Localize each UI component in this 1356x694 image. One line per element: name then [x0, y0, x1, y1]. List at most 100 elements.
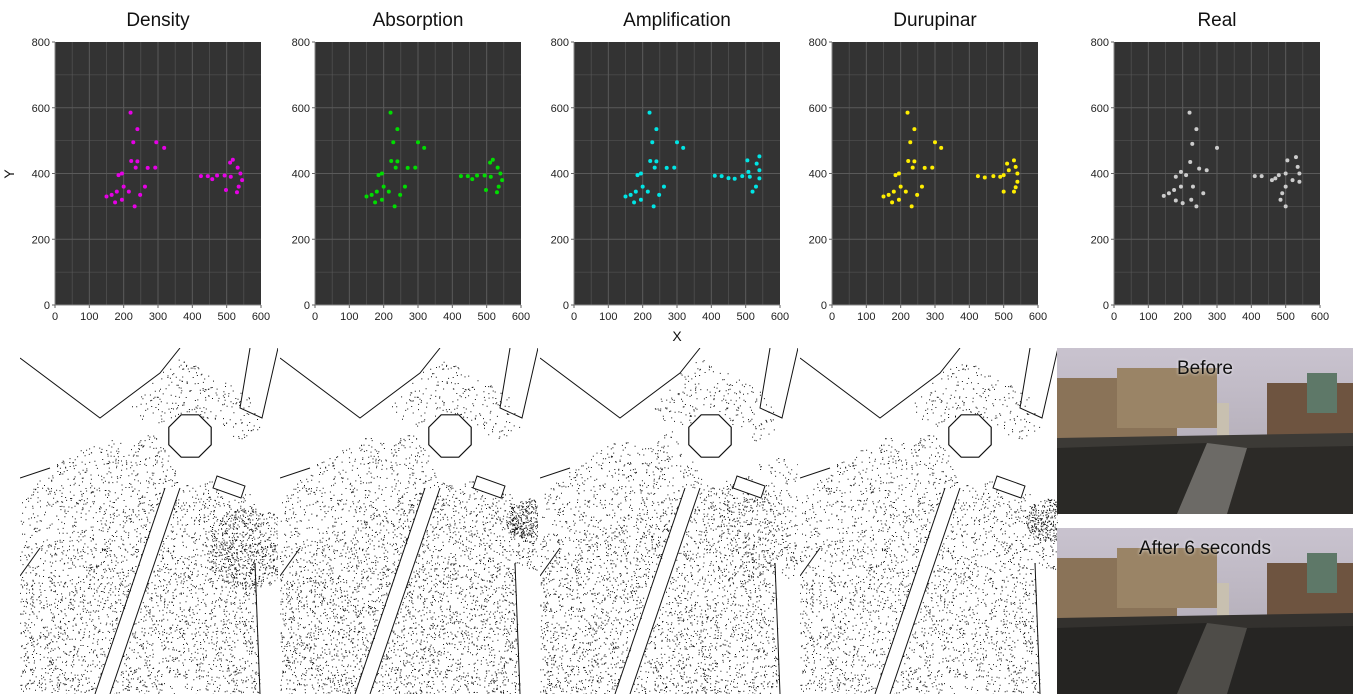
durupinar-simulation-panel — [800, 348, 1058, 694]
data-point — [1283, 204, 1288, 209]
x-tick-label: 600 — [252, 311, 270, 323]
data-point — [488, 174, 493, 179]
data-point — [1005, 161, 1010, 166]
monument-octagon — [428, 414, 472, 458]
data-point — [712, 173, 717, 178]
data-point — [1276, 173, 1281, 178]
crowd-stipple — [800, 364, 1058, 694]
data-point — [1278, 197, 1283, 202]
stage-obstacle — [212, 475, 246, 499]
data-point — [138, 192, 143, 197]
data-point — [1215, 145, 1219, 150]
x-tick-label: 300 — [668, 311, 686, 323]
data-point — [890, 200, 895, 205]
data-point — [198, 174, 203, 179]
data-point — [906, 159, 911, 164]
data-point — [991, 174, 996, 179]
data-point — [490, 157, 495, 162]
data-point — [903, 189, 908, 194]
y-axis-label: Y — [1, 169, 17, 179]
y-tick-label: 800 — [809, 37, 827, 49]
data-point — [104, 194, 109, 199]
data-point — [908, 140, 913, 145]
data-point — [726, 176, 731, 181]
data-point — [1015, 179, 1020, 184]
data-point — [131, 140, 136, 145]
x-tick-label: 200 — [1173, 311, 1191, 323]
data-point — [369, 192, 374, 197]
data-point — [1269, 178, 1274, 183]
data-point — [732, 176, 737, 181]
data-point — [1001, 189, 1006, 194]
building-edge — [514, 562, 521, 694]
data-point — [1188, 159, 1193, 164]
data-point — [893, 173, 898, 178]
street-edge — [20, 547, 41, 577]
data-point — [395, 159, 400, 164]
y-tick-label: 200 — [32, 234, 50, 246]
data-point — [238, 171, 243, 176]
after-caption: After 6 seconds — [1138, 538, 1272, 559]
stage-obstacle — [732, 475, 766, 499]
data-point — [1194, 127, 1199, 132]
data-point — [896, 171, 901, 176]
data-point — [482, 173, 487, 178]
x-tick-label: 100 — [599, 311, 617, 323]
data-point — [638, 197, 643, 202]
density-simulation-panel — [20, 348, 278, 694]
data-point — [422, 145, 427, 150]
data-point — [470, 177, 475, 182]
y-tick-label: 0 — [563, 300, 569, 312]
before-photo: Before — [1057, 348, 1353, 514]
data-point — [1201, 191, 1206, 196]
data-point — [121, 184, 126, 189]
data-point — [373, 200, 378, 205]
data-point — [154, 140, 159, 145]
x-tick-label: 100 — [1139, 311, 1157, 323]
data-point — [1297, 171, 1302, 176]
chart-1: 0 100 200 300 400 500 600 0 200 400 600 800 Absorpti… — [292, 10, 531, 323]
data-point — [494, 190, 499, 195]
after-photo: After 6 seconds — [1057, 528, 1353, 694]
before-caption: Before — [1177, 358, 1233, 379]
data-point — [413, 165, 418, 170]
y-tick-label: 0 — [1103, 300, 1109, 312]
x-tick-label: 600 — [512, 311, 530, 323]
data-point — [205, 174, 210, 179]
road-edge — [614, 487, 686, 694]
road-edge — [354, 487, 426, 694]
data-point — [672, 165, 677, 170]
data-point — [905, 110, 910, 115]
y-tick-label: 400 — [809, 169, 827, 181]
data-point — [651, 204, 656, 209]
street-edge — [800, 348, 961, 419]
data-point — [1283, 171, 1288, 176]
street-edge — [800, 467, 831, 479]
x-tick-label: 500 — [994, 311, 1012, 323]
data-point — [1011, 158, 1016, 163]
data-point — [374, 189, 379, 194]
road-edge — [889, 487, 961, 694]
street-edge — [540, 348, 701, 419]
x-tick-label: 200 — [374, 311, 392, 323]
data-point — [633, 189, 638, 194]
data-point — [398, 192, 403, 197]
street-edge — [280, 467, 311, 479]
data-point — [1161, 193, 1166, 198]
data-point — [912, 127, 917, 132]
road-edge — [109, 487, 181, 694]
data-point — [1178, 184, 1183, 189]
data-point — [116, 173, 121, 178]
data-point — [753, 184, 758, 189]
data-point — [632, 200, 637, 205]
durupinar-simulation-image — [800, 348, 1058, 694]
y-tick-label: 200 — [551, 234, 569, 246]
data-point — [234, 190, 239, 195]
x-tick-label: 100 — [340, 311, 358, 323]
data-point — [228, 174, 233, 179]
data-point — [628, 192, 633, 197]
data-point — [1180, 201, 1185, 206]
data-point — [1001, 173, 1006, 178]
data-point — [922, 165, 927, 170]
data-point — [645, 189, 650, 194]
